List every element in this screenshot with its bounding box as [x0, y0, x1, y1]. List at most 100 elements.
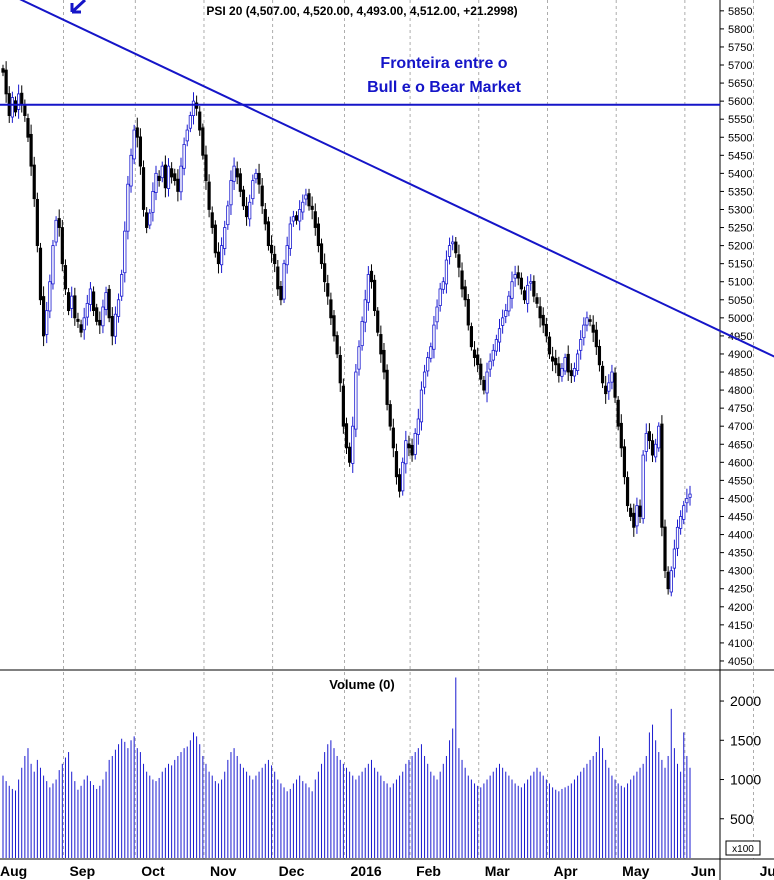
candle — [269, 235, 274, 263]
candle — [657, 422, 661, 452]
x-tick-label: Mar — [485, 863, 510, 879]
x-tick-label: Dec — [279, 863, 305, 879]
candle — [304, 188, 308, 206]
candle — [204, 145, 208, 190]
candle — [666, 566, 670, 595]
candle — [348, 442, 352, 467]
candle — [41, 286, 46, 347]
candle — [438, 282, 442, 312]
vol-tick-label: 1500 — [730, 732, 761, 748]
candle — [388, 400, 392, 431]
candle — [51, 239, 55, 290]
candle — [120, 269, 124, 301]
candle — [88, 282, 93, 312]
candle — [1, 64, 5, 77]
candle — [276, 259, 280, 296]
candle — [135, 117, 139, 148]
y-tick-label: 5200 — [728, 241, 752, 253]
candle — [413, 428, 417, 460]
candle — [688, 485, 692, 506]
candle — [335, 331, 339, 359]
price-title: PSI 20 (4,507.00, 4,520.00, 4,493.00, 4,… — [206, 4, 517, 18]
candle — [385, 364, 389, 411]
candle — [166, 158, 171, 197]
candle — [607, 374, 611, 400]
y-tick-label: 4400 — [728, 530, 752, 542]
candle — [332, 310, 336, 342]
candle — [141, 160, 146, 217]
candle — [488, 353, 492, 377]
candle — [288, 216, 292, 256]
candle — [632, 503, 636, 537]
y-tick-label: 5400 — [728, 168, 752, 180]
candle — [301, 194, 305, 220]
candle — [507, 290, 511, 317]
candle — [82, 307, 86, 340]
candle — [604, 375, 608, 404]
candle — [79, 319, 83, 338]
candle — [338, 346, 342, 392]
candle — [126, 175, 130, 240]
candle — [129, 148, 133, 193]
candle — [344, 417, 349, 454]
y-tick-label: 5600 — [728, 96, 752, 108]
candle — [123, 221, 127, 283]
candle — [422, 364, 427, 395]
candle — [522, 286, 527, 304]
candle — [316, 217, 320, 253]
candle — [622, 439, 627, 485]
candle — [360, 316, 364, 351]
candle — [416, 408, 420, 445]
scale-badge: x100 — [725, 840, 761, 856]
y-tick-label: 4600 — [728, 457, 752, 469]
candle — [466, 294, 470, 331]
y-tick-label: 5100 — [728, 277, 752, 289]
candle — [173, 168, 177, 186]
y-tick-label: 5350 — [728, 186, 752, 198]
candle — [501, 309, 505, 334]
candle — [391, 418, 395, 458]
candle — [373, 274, 377, 317]
candle — [513, 265, 517, 287]
grid — [63, 0, 754, 859]
candle — [379, 325, 383, 363]
candle — [557, 356, 561, 383]
candle — [366, 266, 370, 311]
candle — [394, 443, 399, 485]
y-tick-label: 5650 — [728, 78, 752, 90]
x-tick-label: Feb — [416, 863, 441, 879]
y-tick-label: 5450 — [728, 150, 752, 162]
volume-bars — [2, 677, 691, 858]
candle — [650, 433, 655, 463]
candle — [516, 265, 520, 286]
candle — [401, 457, 405, 496]
candle — [560, 362, 564, 382]
candle — [672, 539, 676, 578]
candle — [594, 321, 598, 355]
candle — [57, 209, 61, 237]
candle — [260, 177, 264, 214]
y-tick-label: 4100 — [728, 638, 752, 650]
annotation-line-1: Fronteira entre o — [380, 55, 507, 72]
candle — [235, 161, 239, 185]
candle — [404, 430, 408, 474]
candle — [95, 303, 99, 326]
candle — [185, 124, 189, 147]
arrow-down-left-icon — [70, 0, 87, 14]
candle — [188, 111, 192, 133]
candle — [447, 237, 452, 265]
candle — [469, 322, 474, 351]
y-tick-label: 5800 — [728, 24, 752, 36]
y-tick-label: 5500 — [728, 132, 752, 144]
candle — [629, 503, 633, 522]
descending-trend-line — [19, 0, 774, 358]
y-tick-label: 5700 — [728, 60, 752, 72]
candle — [647, 423, 652, 450]
candle — [157, 170, 161, 187]
candle — [244, 197, 249, 226]
x-tick-label: May — [622, 863, 649, 879]
candle — [251, 174, 255, 205]
candle — [176, 169, 180, 202]
candle — [519, 272, 523, 295]
